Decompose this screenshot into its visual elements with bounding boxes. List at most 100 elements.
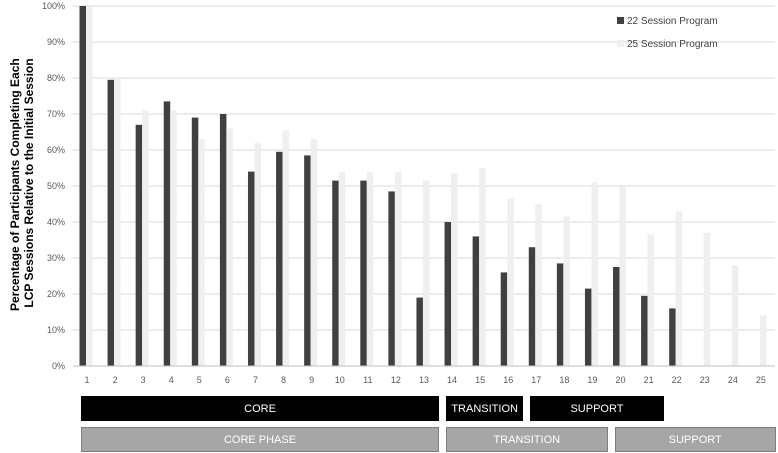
bar-series-1 bbox=[191, 117, 199, 366]
bar-series-2 bbox=[479, 168, 486, 366]
bar-series-1 bbox=[556, 263, 564, 366]
y-tick-label: 30% bbox=[47, 253, 65, 263]
bar-series-2 bbox=[591, 182, 598, 366]
bar-series-1 bbox=[388, 191, 395, 366]
x-tick-label: 12 bbox=[391, 375, 401, 385]
bar-series-1 bbox=[584, 288, 592, 366]
x-tick-label: 22 bbox=[672, 375, 682, 385]
legend-label: 25 Session Program bbox=[627, 39, 718, 50]
x-tick-label: 10 bbox=[335, 375, 345, 385]
bar-series-1 bbox=[444, 222, 452, 366]
bars bbox=[79, 6, 767, 367]
x-tick-label: 8 bbox=[281, 375, 286, 385]
bar-series-1 bbox=[641, 295, 648, 366]
x-tick-label: 13 bbox=[419, 375, 429, 385]
x-tick-label: 11 bbox=[363, 375, 372, 385]
y-tick-label: 70% bbox=[47, 109, 65, 119]
x-tick-label: 14 bbox=[447, 375, 457, 385]
bar-series-1 bbox=[669, 308, 676, 366]
bar-series-2 bbox=[451, 173, 458, 366]
bar-series-1 bbox=[276, 151, 283, 366]
x-tick-label: 21 bbox=[644, 375, 654, 385]
x-tick-labels: 1 2 3 4 5 6 7 8 9 10 11 12 13 14 15 16 17 18 19 20 21 22 23 24 2… bbox=[84, 375, 765, 385]
bar-series-1 bbox=[304, 155, 311, 366]
x-tick-label: 20 bbox=[616, 375, 626, 385]
x-tick-label: 16 bbox=[503, 375, 513, 385]
bar-series-1 bbox=[107, 79, 115, 367]
bar-series-2 bbox=[254, 142, 261, 366]
bar-series-2 bbox=[535, 204, 542, 366]
bar-series-1 bbox=[416, 297, 423, 366]
bar-series-2 bbox=[226, 128, 233, 366]
y-tick-label: 60% bbox=[47, 145, 65, 155]
bar-series-2 bbox=[507, 198, 514, 366]
bar-series-1 bbox=[472, 236, 480, 366]
bar-series-2 bbox=[619, 186, 627, 366]
bar-series-1 bbox=[79, 6, 86, 366]
x-tick-label: 2 bbox=[113, 375, 118, 385]
bar-series-2 bbox=[422, 180, 430, 366]
bar-series-2 bbox=[759, 315, 767, 366]
x-tick-label: 3 bbox=[141, 375, 146, 385]
legend-swatch bbox=[617, 40, 624, 47]
bar-series-2 bbox=[731, 265, 739, 366]
x-tick-label: 1 bbox=[84, 375, 89, 385]
bar-series-2 bbox=[563, 216, 570, 366]
y-tick-label: 80% bbox=[47, 73, 65, 83]
x-tick-label: 7 bbox=[253, 375, 258, 385]
bar-series-1 bbox=[219, 114, 227, 366]
legend-swatch bbox=[617, 17, 624, 24]
phase-transition: TRANSITION bbox=[446, 396, 524, 421]
x-tick-label: 4 bbox=[169, 375, 174, 385]
bar-series-1 bbox=[528, 247, 536, 366]
bar-series-2 bbox=[142, 110, 149, 367]
bar-series-2 bbox=[394, 171, 402, 366]
y-tick-label: 10% bbox=[47, 325, 65, 335]
bar-series-1 bbox=[360, 180, 367, 366]
phase-support: SUPPORT bbox=[530, 396, 664, 421]
phase-core: CORE bbox=[81, 396, 440, 421]
bar-series-2 bbox=[338, 171, 346, 366]
bar-series-2 bbox=[198, 139, 205, 366]
x-tick-label: 18 bbox=[559, 375, 569, 385]
y-tick-label: 40% bbox=[47, 217, 65, 227]
y-tick-label: 0% bbox=[52, 361, 65, 371]
legend-label: 22 Session Program bbox=[627, 16, 718, 27]
phase-core-phase: CORE PHASE bbox=[81, 427, 440, 452]
x-tick-label: 5 bbox=[197, 375, 202, 385]
bar-series-2 bbox=[366, 171, 374, 366]
bar-series-2 bbox=[114, 78, 121, 366]
y-axis-label-line-1: Percentage of Participants Completing Ea… bbox=[8, 58, 22, 311]
x-tick-label: 15 bbox=[475, 375, 485, 385]
x-tick-label: 6 bbox=[225, 375, 230, 385]
bar-series-2 bbox=[310, 139, 318, 366]
bar-series-2 bbox=[170, 110, 177, 367]
y-tick-label: 50% bbox=[47, 181, 65, 191]
legend: 22 Session Program 25 Session Program bbox=[617, 16, 718, 50]
bar-series-1 bbox=[163, 101, 171, 367]
phase-support: SUPPORT bbox=[614, 427, 776, 452]
bar-series-1 bbox=[135, 124, 143, 366]
y-tick-label: 20% bbox=[47, 289, 65, 299]
y-axis-label-line-2: LCP Sessions Relative to the Initial Ses… bbox=[22, 58, 36, 307]
x-tick-label: 19 bbox=[587, 375, 597, 385]
bar-series-1 bbox=[500, 272, 508, 366]
phase-transition: TRANSITION bbox=[446, 427, 608, 452]
bar-series-1 bbox=[247, 171, 255, 366]
bar-series-1 bbox=[332, 180, 339, 366]
bar-series-1 bbox=[613, 267, 620, 366]
x-tick-label: 24 bbox=[728, 375, 738, 385]
x-tick-label: 23 bbox=[700, 375, 710, 385]
y-tick-labels: 0% 10% 20% 30% 40% 50% 60% 70% 80% 90% 100% bbox=[42, 1, 65, 371]
y-axis-label: Percentage of Participants Completing Ea… bbox=[8, 55, 36, 311]
bar-series-2 bbox=[647, 234, 655, 366]
bar-series-2 bbox=[86, 6, 93, 366]
y-tick-label: 90% bbox=[47, 37, 65, 47]
y-tick-label: 100% bbox=[42, 1, 65, 11]
x-tick-label: 9 bbox=[309, 375, 314, 385]
bar-series-2 bbox=[703, 232, 711, 366]
x-tick-label: 17 bbox=[531, 375, 541, 385]
x-tick-label: 25 bbox=[756, 375, 766, 385]
bar-series-2 bbox=[675, 211, 683, 366]
